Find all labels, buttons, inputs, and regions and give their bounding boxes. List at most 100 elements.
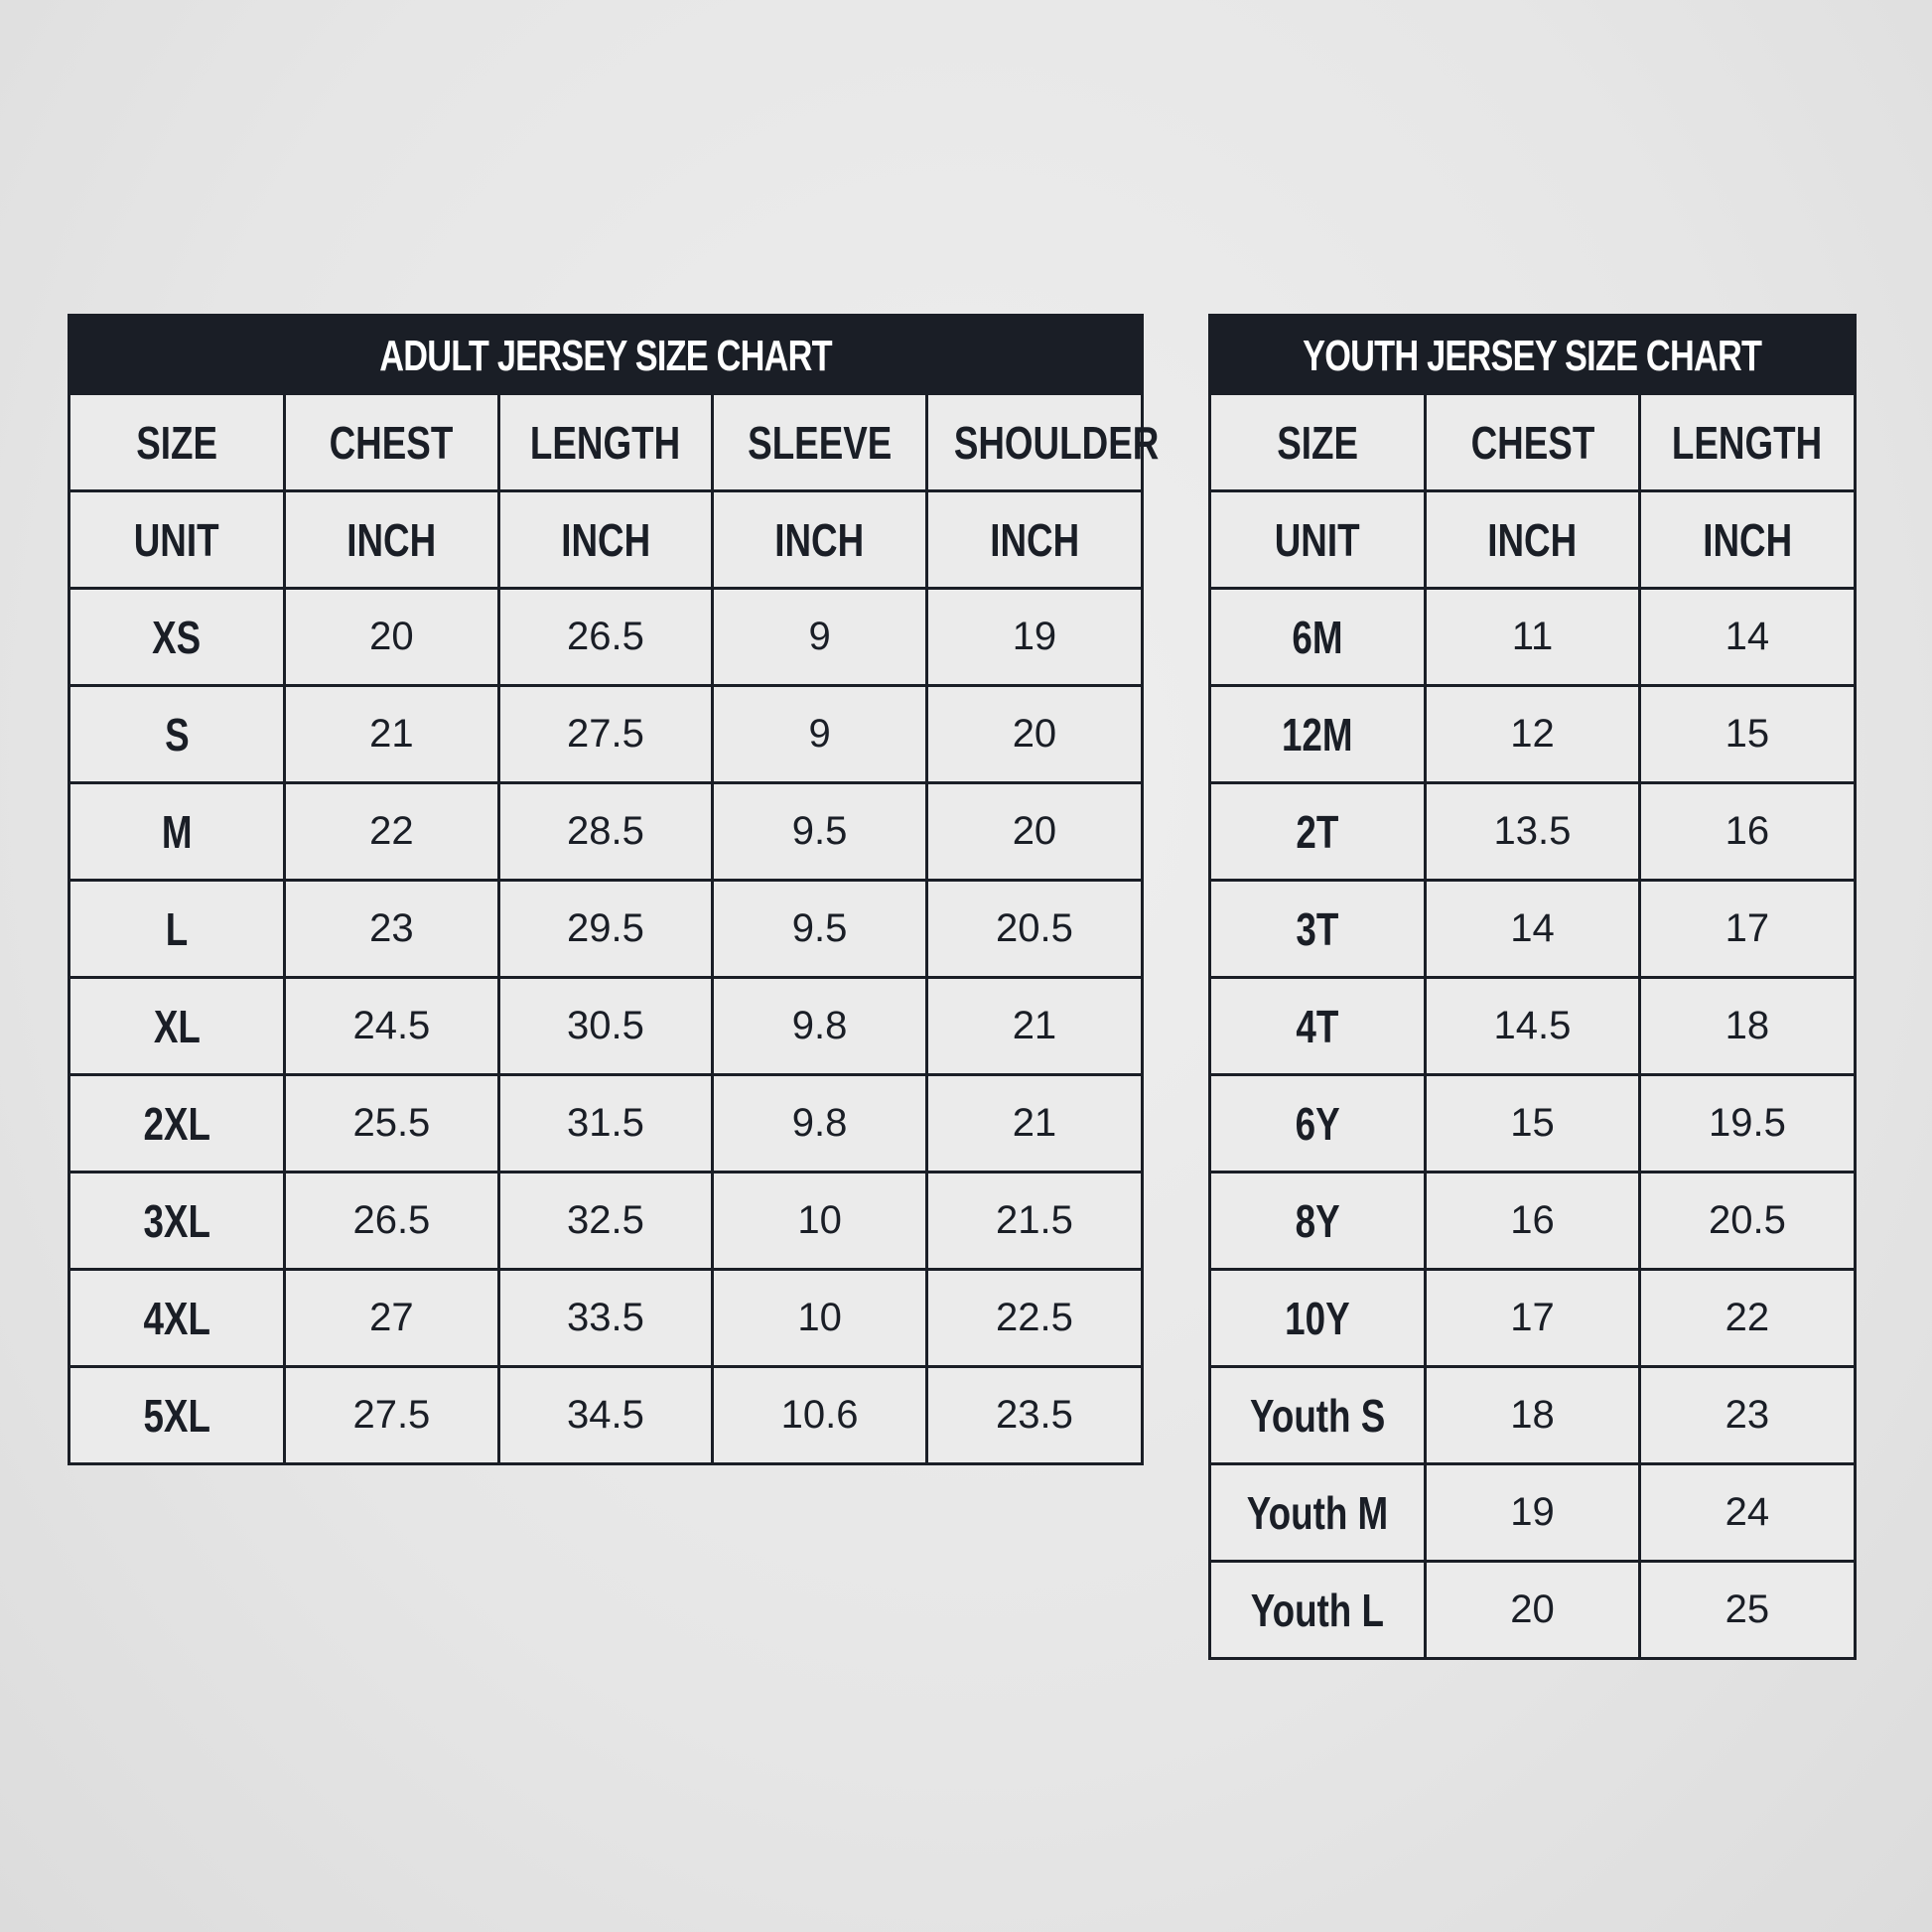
table-cell: 8Y: [1211, 1171, 1428, 1271]
table-cell: 6M: [1211, 587, 1428, 687]
youth-chart-title: YOUTH JERSEY SIZE CHART: [1211, 317, 1854, 395]
measurement-cell: 11: [1424, 587, 1641, 687]
table-row: 6Y 15 19.5: [1211, 1073, 1854, 1173]
unit-cell: INCH: [346, 513, 437, 566]
measurement-cell: 19: [1424, 1462, 1641, 1563]
youth-size-chart: YOUTH JERSEY SIZE CHART SIZE CHEST LENGTH U…: [1208, 314, 1857, 1660]
measurement-cell: 24: [1637, 1462, 1854, 1563]
measurement-cell: 20.5: [1637, 1171, 1854, 1271]
table-cell: INCH: [1637, 489, 1854, 590]
table-cell: 2T: [1211, 781, 1428, 882]
table-cell: 3XL: [70, 1171, 287, 1271]
measurement-cell: 22: [1637, 1268, 1854, 1368]
table-row: XS 20 26.5 9 19: [70, 587, 1141, 687]
table-cell: CHEST: [283, 395, 500, 492]
size-label: M: [161, 805, 193, 858]
measurement-cell: 16: [1637, 781, 1854, 882]
measurement-cell: 28.5: [496, 781, 715, 882]
header-cell: SIZE: [1277, 416, 1358, 469]
measurement-cell: 20: [924, 781, 1141, 882]
size-label: 5XL: [143, 1389, 210, 1442]
measurement-cell: 25.5: [283, 1073, 500, 1173]
size-label: S: [164, 708, 190, 760]
adult-chart-title-text: ADULT JERSEY SIZE CHART: [379, 332, 832, 380]
table-cell: Youth L: [1211, 1560, 1428, 1657]
table-cell: 3T: [1211, 879, 1428, 979]
measurement-cell: 9.8: [711, 1073, 928, 1173]
measurement-cell: 9.5: [711, 781, 928, 882]
measurement-cell: 30.5: [496, 976, 715, 1076]
measurement-cell: 21: [924, 1073, 1141, 1173]
table-row: Youth S 18 23: [1211, 1365, 1854, 1465]
size-label: Youth M: [1246, 1486, 1389, 1539]
measurement-cell: 9.5: [711, 879, 928, 979]
size-label: 8Y: [1295, 1194, 1340, 1247]
measurement-cell: 10.6: [711, 1365, 928, 1462]
measurement-cell: 9: [711, 587, 928, 687]
measurement-cell: 22: [283, 781, 500, 882]
table-cell: 4T: [1211, 976, 1428, 1076]
unit-cell: INCH: [774, 513, 865, 566]
measurement-cell: 27.5: [496, 684, 715, 784]
table-cell: Youth M: [1211, 1462, 1428, 1563]
measurement-cell: 20: [924, 684, 1141, 784]
table-cell: CHEST: [1424, 395, 1641, 492]
measurement-cell: 16: [1424, 1171, 1641, 1271]
size-label: XL: [153, 1000, 201, 1052]
measurement-cell: 10: [711, 1268, 928, 1368]
header-cell: CHEST: [1470, 416, 1594, 469]
size-label: 6M: [1292, 611, 1343, 663]
table-cell: UNIT: [70, 489, 287, 590]
table-row: 4XL 27 33.5 10 22.5: [70, 1268, 1141, 1368]
table-cell: LENGTH: [1637, 395, 1854, 492]
table-cell: S: [70, 684, 287, 784]
table-cell: UNIT: [1211, 489, 1428, 590]
size-label: 3T: [1296, 902, 1339, 955]
table-cell: Youth S: [1211, 1365, 1428, 1465]
measurement-cell: 23: [283, 879, 500, 979]
measurement-cell: 14: [1637, 587, 1854, 687]
table-cell: 10Y: [1211, 1268, 1428, 1368]
measurement-cell: 24.5: [283, 976, 500, 1076]
table-row: Youth M 19 24: [1211, 1462, 1854, 1563]
table-cell: INCH: [924, 489, 1141, 590]
adult-chart-title: ADULT JERSEY SIZE CHART: [70, 317, 1141, 395]
header-cell: SLEEVE: [747, 416, 893, 469]
measurement-cell: 15: [1424, 1073, 1641, 1173]
table-row: 10Y 17 22: [1211, 1268, 1854, 1368]
table-cell: SIZE: [1211, 395, 1428, 492]
measurement-cell: 18: [1424, 1365, 1641, 1465]
table-row: XL 24.5 30.5 9.8 21: [70, 976, 1141, 1076]
header-cell: SHOULDER: [953, 416, 1160, 469]
size-label: L: [165, 902, 189, 955]
measurement-cell: 14.5: [1424, 976, 1641, 1076]
table-row: 2T 13.5 16: [1211, 781, 1854, 882]
size-label: 2XL: [143, 1097, 210, 1150]
table-cell: SLEEVE: [711, 395, 928, 492]
table-row: 3XL 26.5 32.5 10 21.5: [70, 1171, 1141, 1271]
size-label: 6Y: [1295, 1097, 1340, 1150]
adult-size-chart: ADULT JERSEY SIZE CHART SIZE CHEST LENGTH S…: [68, 314, 1159, 1465]
table-cell: M: [70, 781, 287, 882]
size-label: 10Y: [1285, 1292, 1350, 1344]
table-row: 5XL 27.5 34.5 10.6 23.5: [70, 1365, 1141, 1462]
measurement-cell: 33.5: [496, 1268, 715, 1368]
unit-row: UNIT INCH INCH: [1211, 489, 1854, 590]
measurement-cell: 34.5: [496, 1365, 715, 1462]
unit-cell: INCH: [1487, 513, 1578, 566]
measurement-cell: 26.5: [496, 587, 715, 687]
measurement-cell: 12: [1424, 684, 1641, 784]
measurement-cell: 31.5: [496, 1073, 715, 1173]
measurement-cell: 14: [1424, 879, 1641, 979]
measurement-cell: 21.5: [924, 1171, 1141, 1271]
table-cell: 12M: [1211, 684, 1428, 784]
measurement-cell: 32.5: [496, 1171, 715, 1271]
measurement-cell: 10: [711, 1171, 928, 1271]
table-cell: XL: [70, 976, 287, 1076]
measurement-cell: 19: [924, 587, 1141, 687]
measurement-cell: 20.5: [924, 879, 1141, 979]
measurement-cell: 19.5: [1637, 1073, 1854, 1173]
unit-cell: UNIT: [1275, 513, 1361, 566]
table-cell: INCH: [1424, 489, 1641, 590]
header-row: SIZE CHEST LENGTH: [1211, 395, 1854, 492]
